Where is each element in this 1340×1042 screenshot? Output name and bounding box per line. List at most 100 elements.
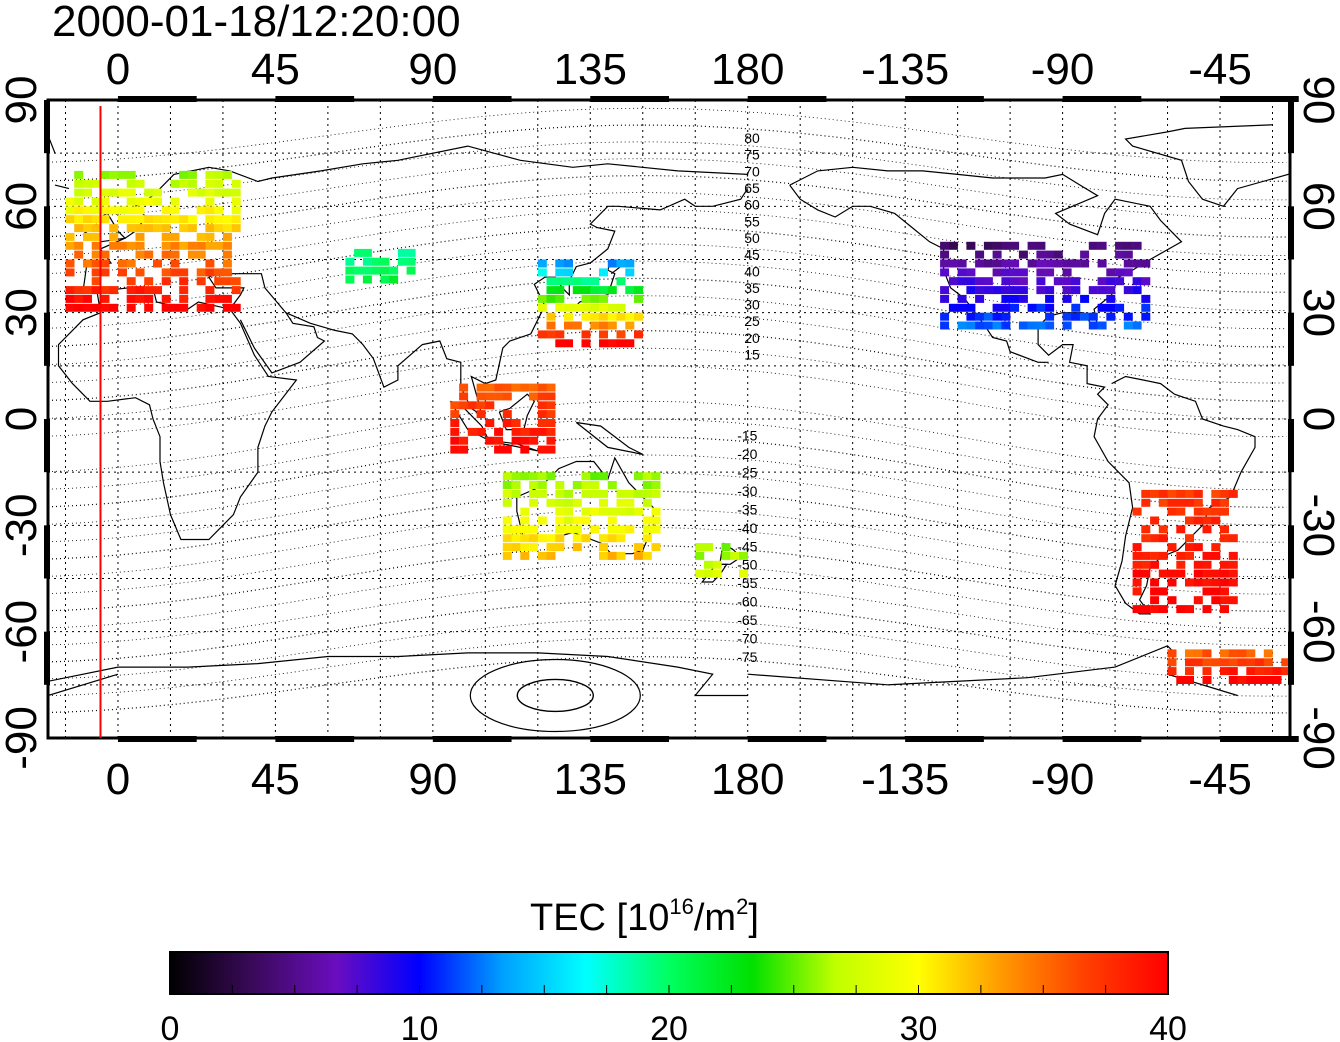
tec-cell [1299, 667, 1308, 675]
tec-cell [1036, 303, 1046, 312]
tec-cell [992, 303, 1002, 312]
tec-cell [380, 266, 390, 275]
tec-cell [616, 312, 626, 321]
tec-cell [581, 516, 591, 525]
tec-cell [126, 294, 136, 303]
tec-cell [1228, 489, 1238, 498]
tec-cell [354, 248, 364, 257]
tec-cell [1193, 569, 1203, 578]
tec-cell [153, 259, 162, 268]
tec-cell [1220, 649, 1229, 658]
tec-cell [1220, 534, 1229, 543]
tec-cell [1097, 259, 1107, 268]
tec-cell [83, 179, 92, 188]
tec-cell [170, 197, 180, 206]
bottom-tick-bar [117, 736, 197, 742]
tec-cell [170, 215, 180, 224]
tec-cell [1132, 277, 1142, 286]
tec-cell [222, 215, 232, 224]
contour-label: -25 [737, 465, 757, 481]
left-tick-bar [44, 206, 50, 260]
tec-cell [83, 215, 92, 224]
tec-cell [695, 551, 705, 560]
tec-cell [214, 170, 224, 179]
tec-cell [992, 250, 1002, 259]
tec-cell [1158, 569, 1168, 578]
tec-cell [695, 543, 705, 552]
tec-cell [599, 543, 608, 552]
tec-cell [1062, 277, 1072, 286]
tec-cell [1202, 525, 1212, 534]
tec-cell [100, 303, 110, 312]
tec-cell [222, 268, 232, 277]
tec-cell [625, 498, 635, 507]
tec-cell [494, 383, 504, 392]
tec-cell [1115, 241, 1125, 250]
tec-cell [975, 277, 985, 286]
tec-cell [65, 286, 75, 295]
tec-cell [607, 286, 617, 295]
tec-cell [1193, 649, 1203, 658]
tec-cell [983, 259, 993, 268]
tec-cell [511, 481, 521, 489]
tec-cell [459, 392, 469, 401]
tec-cell [546, 321, 556, 330]
tec-cell [196, 232, 206, 241]
tec-cell [546, 436, 556, 445]
tec-cell [546, 410, 556, 419]
tec-cell [1185, 658, 1194, 667]
tec-cell [187, 170, 197, 179]
tec-cell [1018, 277, 1028, 286]
tec-cell [494, 436, 504, 445]
coastlines [48, 124, 1290, 697]
top-longitude-label: -45 [1188, 45, 1252, 94]
tec-cell [529, 383, 539, 392]
tec-cell [520, 516, 530, 525]
tec-cell [520, 436, 530, 445]
tec-cell [74, 250, 84, 259]
tec-cell [231, 277, 241, 286]
tec-cell [170, 241, 180, 250]
tec-cell [1193, 596, 1203, 605]
tec-cell [1001, 321, 1011, 330]
tec-cell [564, 312, 573, 321]
tec-cell [1001, 303, 1011, 312]
tec-cell [599, 507, 608, 516]
top-longitude-label: 180 [711, 45, 784, 94]
tec-cell [109, 188, 119, 197]
tec-cell [179, 241, 189, 250]
tec-cell [537, 259, 547, 268]
tec-cell [83, 188, 92, 197]
tec-cell [634, 472, 643, 481]
tec-cell [1202, 507, 1212, 516]
tec-cell [520, 525, 530, 534]
tec-cell [502, 534, 512, 543]
tec-cell [975, 259, 985, 268]
tec-cell [126, 206, 136, 215]
tec-cell [1185, 676, 1194, 684]
tec-cell [222, 188, 232, 197]
tec-cell [957, 268, 967, 277]
tec-cell [100, 250, 110, 259]
tec-cell [1027, 303, 1037, 312]
tec-cell [581, 472, 591, 481]
tec-cell [74, 294, 84, 303]
tec-cell [537, 294, 547, 303]
tec-cell [607, 321, 617, 330]
tec-cell [65, 241, 75, 250]
tec-cell [529, 489, 539, 498]
tec-cell [590, 525, 600, 534]
tec-cell [205, 170, 215, 179]
tec-cell [546, 312, 556, 321]
tec-cell [371, 257, 381, 266]
tec-cell [83, 259, 92, 268]
tec-cell [1272, 676, 1282, 684]
tec-cell [170, 259, 180, 268]
tec-cell [511, 543, 521, 552]
tec-cell [1106, 294, 1116, 303]
tec-cell [126, 215, 136, 224]
tec-cell [555, 543, 565, 552]
magnetic-contour [48, 400, 1287, 473]
tec-cell [485, 383, 495, 392]
tec-cell [1246, 649, 1256, 658]
